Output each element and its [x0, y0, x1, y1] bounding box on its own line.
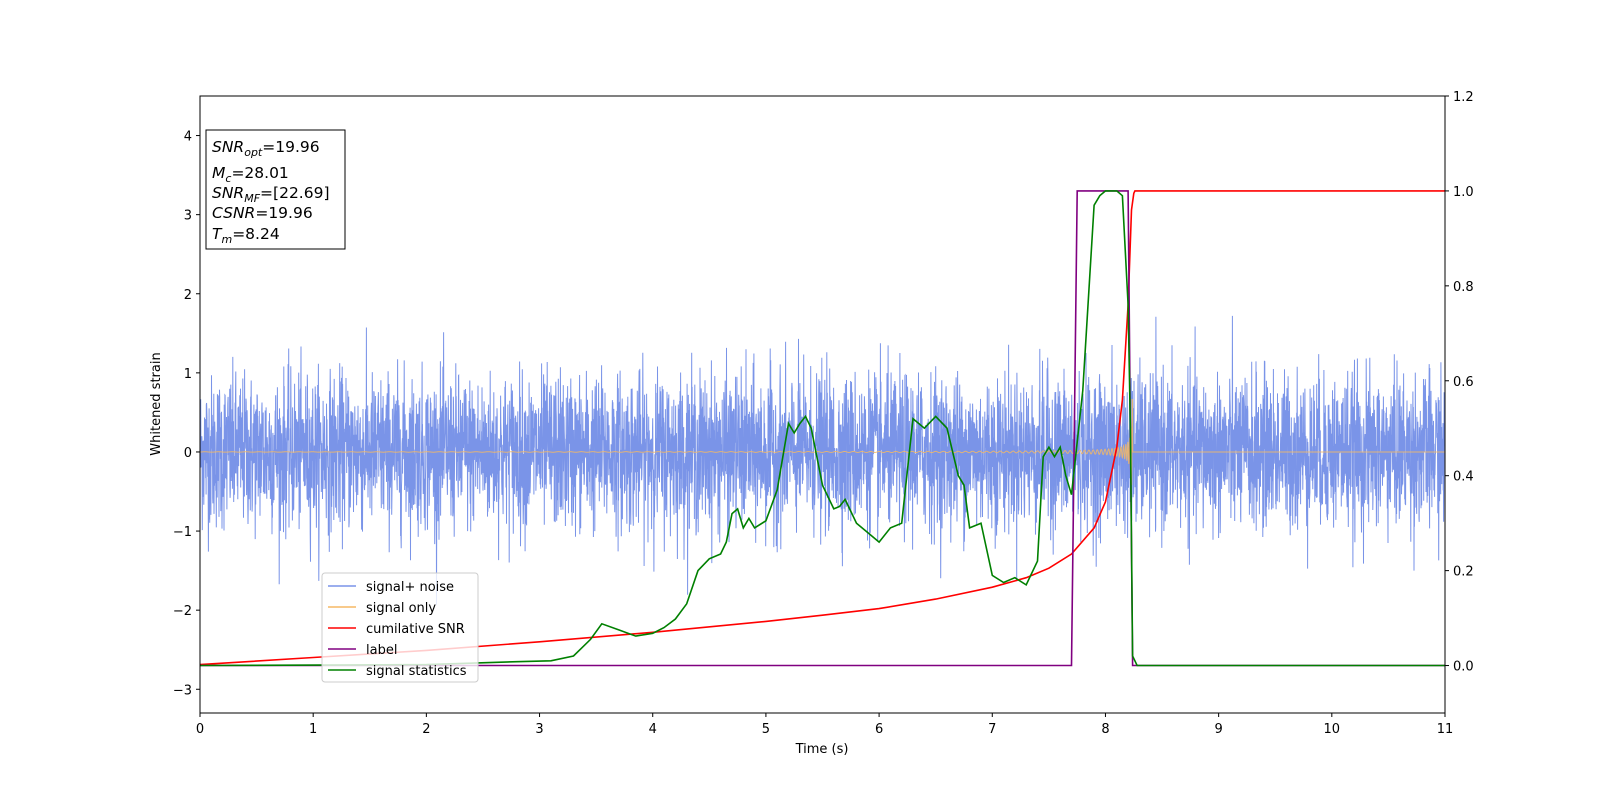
info-snr-mf: SNRMF=[22.69]: [212, 184, 330, 205]
y-axis-label: Whitened strain: [149, 352, 164, 455]
y-left-tick-label: −1: [173, 525, 192, 540]
x-tick-label: 9: [1214, 722, 1222, 737]
legend-label: cumilative SNR: [366, 622, 465, 637]
series-signal-noise: [199, 315, 1446, 605]
x-tick-label: 11: [1437, 722, 1454, 737]
legend-label: signal+ noise: [366, 580, 454, 595]
y-left-tick-label: 2: [184, 288, 192, 303]
info-csnr: CSNR=19.96: [212, 204, 313, 222]
series-cumulative-snr: [199, 190, 1445, 666]
info-tm: Tm=8.24: [212, 225, 280, 246]
plot-frame: [199, 95, 1446, 714]
legend-label: label: [366, 643, 397, 658]
x-tick-label: 3: [535, 722, 543, 737]
info-mc: Mc=28.01: [212, 164, 289, 185]
y-left-tick-label: 0: [184, 446, 192, 461]
legend-label: signal only: [366, 601, 436, 616]
cumulative-snr-line: [199, 190, 1445, 666]
legend: signal+ noise signal only cumilative SNR la…: [321, 572, 479, 683]
y-left-tick-label: 3: [184, 209, 192, 224]
x-axis: 0 1 2 3 4 5 6 7 8 9 10 11: [196, 713, 1453, 737]
legend-label: signal statistics: [366, 664, 467, 679]
y-right-tick-label: 0.4: [1453, 470, 1474, 485]
y-right-tick-label: 0.6: [1453, 375, 1474, 390]
y-right-tick-label: 0.2: [1453, 565, 1474, 580]
x-tick-label: 10: [1324, 722, 1341, 737]
info-box-frame: [205, 129, 346, 250]
x-tick-label: 4: [649, 722, 657, 737]
signal-noise-line: [199, 315, 1446, 605]
info-box: SNRopt=19.96 Mc=28.01 SNRMF=[22.69] CSNR…: [205, 129, 346, 250]
y-left-tick-label: 1: [184, 367, 192, 382]
x-tick-label: 5: [762, 722, 770, 737]
x-tick-label: 6: [875, 722, 883, 737]
series-signal-only: [199, 398, 1445, 486]
y-right-tick-label: 1.2: [1453, 90, 1474, 105]
x-tick-label: 0: [196, 722, 204, 737]
info-snr-opt: SNRopt=19.96: [212, 138, 320, 159]
y-right-tick-label: 0.8: [1453, 280, 1474, 295]
signal-statistics-line: [199, 190, 1445, 667]
x-tick-label: 2: [422, 722, 430, 737]
y-axis-left: −3 −2 −1 0 1 2 3 4: [173, 130, 200, 698]
y-left-tick-label: 4: [184, 130, 192, 145]
y-right-tick-label: 0.0: [1453, 660, 1474, 675]
signal-only-line: [199, 398, 1445, 486]
x-tick-label: 8: [1101, 722, 1109, 737]
x-tick-label: 1: [309, 722, 317, 737]
x-axis-label: Time (s): [795, 742, 849, 757]
x-tick-label: 7: [988, 722, 996, 737]
legend-frame: [321, 572, 479, 683]
y-axis-right: 0.0 0.2 0.4 0.6 0.8 1.0 1.2: [1445, 90, 1474, 675]
y-right-tick-label: 1.0: [1453, 185, 1474, 200]
y-left-tick-label: −3: [173, 683, 192, 698]
series-signal-statistics: [199, 190, 1445, 667]
y-left-tick-label: −2: [173, 604, 192, 619]
